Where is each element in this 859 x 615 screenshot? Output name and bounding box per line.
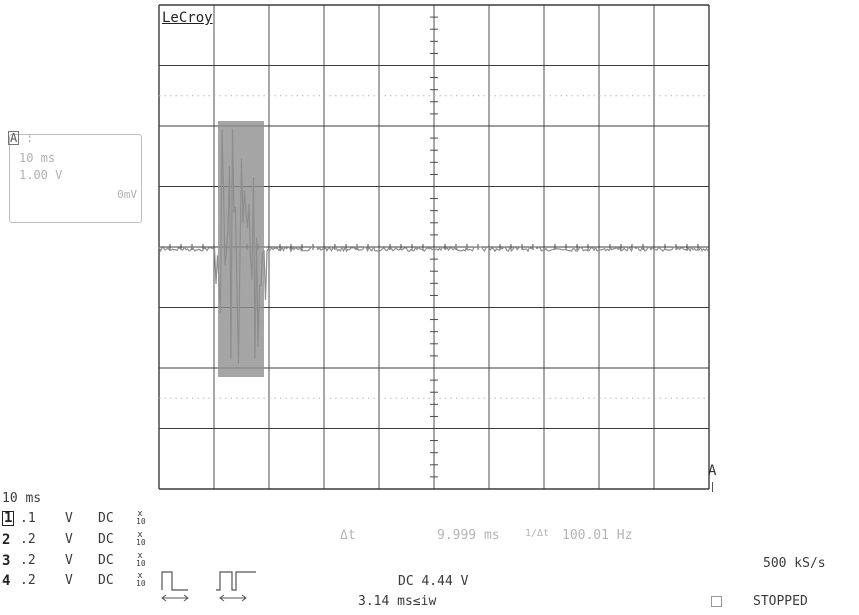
channel-scale: .1: [20, 511, 36, 526]
channel-coupling: DC: [98, 532, 114, 547]
acquisition-status: STOPPED: [753, 594, 808, 609]
zoom-trace-box[interactable]: A : 10 ms 1.00 V 0mV: [8, 131, 142, 223]
probe-attenuation: x 10: [136, 509, 146, 526]
channel-scale: .2: [20, 573, 36, 588]
channel-number: 3: [2, 553, 11, 569]
pulse-width-icon-wide: [216, 571, 256, 602]
waveform-trace: [158, 121, 709, 377]
pulse-width-icon-narrow: [161, 571, 189, 602]
trigger-width-condition: 3.14 ms≤iw: [358, 594, 437, 609]
channel-unit: V: [65, 511, 73, 526]
channel-unit: V: [65, 573, 73, 588]
zoom-volts: 1.00 V: [19, 168, 63, 182]
zoom-timebase: 10 ms: [19, 151, 56, 165]
trigger-marker-tick: [712, 482, 713, 492]
channel-scale: .2: [20, 532, 36, 547]
delta-t-label: Δt: [340, 528, 356, 543]
acquisition-status-checkbox[interactable]: [711, 596, 722, 607]
zoom-colon: :: [26, 131, 34, 145]
channel-coupling: DC: [98, 553, 114, 568]
channel-number: 2: [2, 532, 11, 548]
sample-rate: 500 kS/s: [763, 556, 826, 571]
zoom-offset: 0mV: [117, 188, 137, 201]
channel-coupling: DC: [98, 573, 114, 588]
signal-burst: [218, 121, 264, 377]
channel-number: 1: [2, 510, 15, 526]
trigger-level-marker[interactable]: A: [708, 463, 717, 479]
zoom-trace-icon: A: [8, 131, 20, 145]
channel-unit: V: [65, 553, 73, 568]
channel-scale: .2: [20, 553, 36, 568]
channel-unit: V: [65, 532, 73, 547]
probe-attenuation: x 10: [136, 530, 146, 547]
graticule: [158, 4, 710, 490]
brand-logo: LeCroy: [162, 10, 213, 26]
frequency-value: 100.01 Hz: [562, 528, 633, 543]
probe-attenuation: x 10: [136, 571, 146, 588]
delta-t-value: 9.999 ms: [437, 528, 500, 543]
probe-attenuation: x 10: [136, 551, 146, 568]
channel-coupling: DC: [98, 511, 114, 526]
channel-number: 4: [2, 573, 11, 589]
inverse-delta-t-label: 1/Δt: [525, 528, 550, 539]
timebase-readout: 10 ms: [2, 491, 42, 506]
trigger-coupling-level: DC 4.44 V: [398, 574, 469, 589]
